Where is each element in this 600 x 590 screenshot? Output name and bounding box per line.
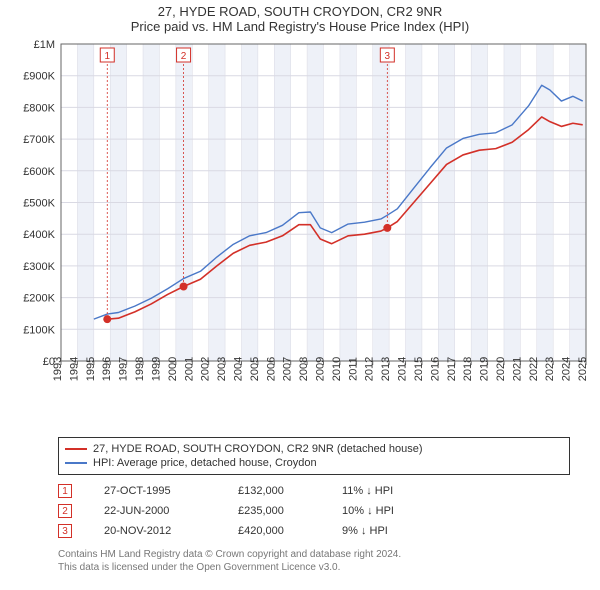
svg-text:£1M: £1M <box>34 39 55 51</box>
svg-text:2024: 2024 <box>561 357 573 381</box>
svg-text:2022: 2022 <box>528 357 540 381</box>
license-line-1: Contains HM Land Registry data © Crown c… <box>58 549 570 562</box>
svg-text:2001: 2001 <box>183 357 195 381</box>
svg-text:£800K: £800K <box>23 102 55 114</box>
chart-subtitle: Price paid vs. HM Land Registry's House … <box>0 19 600 34</box>
svg-text:2016: 2016 <box>429 357 441 381</box>
sale-marker: 1 <box>58 484 72 498</box>
svg-text:2002: 2002 <box>200 357 212 381</box>
line-chart: £0£100K£200K£300K£400K£500K£600K£700K£80… <box>6 36 594 431</box>
sale-date: 27-OCT-1995 <box>104 485 214 497</box>
svg-text:2009: 2009 <box>315 357 327 381</box>
sale-row: 2 22-JUN-2000 £235,000 10% ↓ HPI <box>58 501 570 521</box>
svg-text:2006: 2006 <box>265 357 277 381</box>
legend-label: HPI: Average price, detached house, Croy… <box>93 456 317 470</box>
sale-marker: 3 <box>58 524 72 538</box>
svg-text:1993: 1993 <box>52 357 64 381</box>
sale-marker: 2 <box>58 504 72 518</box>
svg-text:£900K: £900K <box>23 71 55 83</box>
legend-row: 27, HYDE ROAD, SOUTH CROYDON, CR2 9NR (d… <box>65 442 563 456</box>
sales-table: 1 27-OCT-1995 £132,000 11% ↓ HPI 2 22-JUN-200… <box>58 481 570 541</box>
svg-text:1: 1 <box>104 51 110 62</box>
svg-text:2023: 2023 <box>544 357 556 381</box>
svg-text:3: 3 <box>385 51 391 62</box>
legend-row: HPI: Average price, detached house, Croy… <box>65 456 563 470</box>
svg-text:2019: 2019 <box>479 357 491 381</box>
legend-label: 27, HYDE ROAD, SOUTH CROYDON, CR2 9NR (d… <box>93 442 423 456</box>
svg-text:2011: 2011 <box>347 357 359 381</box>
svg-text:2021: 2021 <box>511 357 523 381</box>
sale-diff: 10% ↓ HPI <box>342 505 432 517</box>
svg-text:1998: 1998 <box>134 357 146 381</box>
svg-text:2025: 2025 <box>577 357 589 381</box>
chart-title-block: 27, HYDE ROAD, SOUTH CROYDON, CR2 9NR Pr… <box>0 0 600 36</box>
svg-text:1997: 1997 <box>118 357 130 381</box>
svg-text:2010: 2010 <box>331 357 343 381</box>
svg-text:1994: 1994 <box>68 357 80 381</box>
svg-text:2007: 2007 <box>282 357 294 381</box>
svg-text:£100K: £100K <box>23 324 55 336</box>
svg-text:2004: 2004 <box>232 357 244 381</box>
svg-text:2003: 2003 <box>216 357 228 381</box>
svg-text:2020: 2020 <box>495 357 507 381</box>
svg-text:2015: 2015 <box>413 357 425 381</box>
svg-text:2005: 2005 <box>249 357 261 381</box>
svg-text:£500K: £500K <box>23 198 55 210</box>
legend-swatch <box>65 448 87 450</box>
sale-diff: 9% ↓ HPI <box>342 525 432 537</box>
svg-text:1996: 1996 <box>101 357 113 381</box>
license-line-2: This data is licensed under the Open Gov… <box>58 562 570 575</box>
sale-row: 3 20-NOV-2012 £420,000 9% ↓ HPI <box>58 521 570 541</box>
svg-text:2017: 2017 <box>446 357 458 381</box>
svg-text:2013: 2013 <box>380 357 392 381</box>
svg-text:2008: 2008 <box>298 357 310 381</box>
svg-text:£700K: £700K <box>23 134 55 146</box>
svg-text:2: 2 <box>181 51 187 62</box>
sale-row: 1 27-OCT-1995 £132,000 11% ↓ HPI <box>58 481 570 501</box>
svg-text:2000: 2000 <box>167 357 179 381</box>
sale-price: £235,000 <box>238 505 318 517</box>
svg-text:2012: 2012 <box>364 357 376 381</box>
svg-text:£600K: £600K <box>23 166 55 178</box>
svg-text:1999: 1999 <box>150 357 162 381</box>
legend: 27, HYDE ROAD, SOUTH CROYDON, CR2 9NR (d… <box>58 437 570 475</box>
chart-title: 27, HYDE ROAD, SOUTH CROYDON, CR2 9NR <box>0 4 600 19</box>
legend-swatch <box>65 462 87 464</box>
sale-price: £420,000 <box>238 525 318 537</box>
chart-area: £0£100K£200K£300K£400K£500K£600K£700K£80… <box>6 36 594 431</box>
svg-text:£200K: £200K <box>23 293 55 305</box>
svg-text:1995: 1995 <box>85 357 97 381</box>
svg-text:2018: 2018 <box>462 357 474 381</box>
sale-price: £132,000 <box>238 485 318 497</box>
sale-diff: 11% ↓ HPI <box>342 485 432 497</box>
svg-text:£400K: £400K <box>23 229 55 241</box>
license-text: Contains HM Land Registry data © Crown c… <box>58 549 570 574</box>
sale-date: 22-JUN-2000 <box>104 505 214 517</box>
svg-text:£300K: £300K <box>23 261 55 273</box>
svg-text:2014: 2014 <box>397 357 409 381</box>
sale-date: 20-NOV-2012 <box>104 525 214 537</box>
